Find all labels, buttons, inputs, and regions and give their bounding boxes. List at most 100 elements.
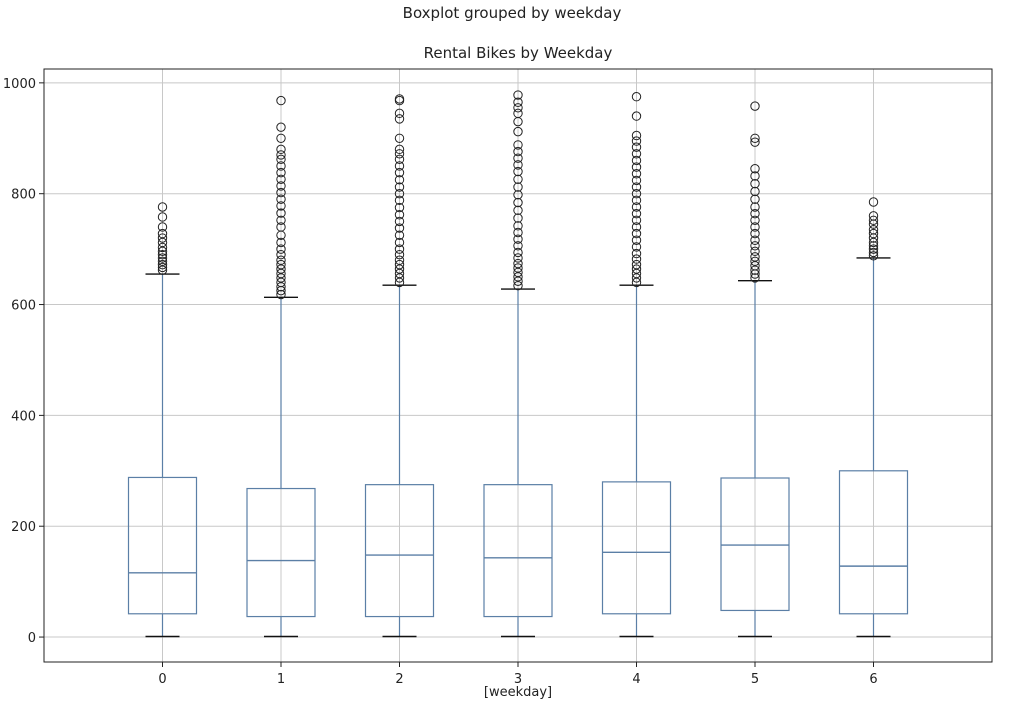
y-tick-label: 1000	[3, 77, 36, 92]
iqr-box	[838, 470, 909, 615]
outlier-point	[276, 194, 286, 204]
outlier-point	[276, 154, 286, 165]
outlier-point	[513, 166, 523, 177]
x-tick-label: 6	[869, 672, 877, 687]
outlier-point	[631, 242, 642, 252]
outlier-point	[276, 259, 286, 270]
outlier-point	[394, 167, 405, 178]
outlier-point	[631, 222, 642, 232]
outlier-point	[750, 171, 760, 181]
outlier-point	[394, 144, 405, 155]
outlier-point	[513, 253, 523, 263]
outlier-point	[868, 215, 879, 225]
outlier-point	[157, 202, 168, 212]
iqr-box	[246, 487, 316, 618]
outlier-point	[631, 188, 642, 199]
outlier-point	[157, 262, 168, 273]
outlier-point	[513, 108, 523, 119]
outlier-point	[631, 235, 642, 245]
outlier-point	[276, 201, 286, 211]
outlier-point	[513, 263, 523, 273]
outlier-point	[750, 256, 760, 267]
outlier-point	[868, 211, 879, 221]
x-tick-label: 2	[395, 672, 403, 687]
chart-title: Rental Bikes by Weekday	[423, 44, 613, 62]
outlier-point	[631, 202, 642, 212]
outlier-point	[750, 202, 760, 212]
outlier-point	[631, 208, 642, 219]
outlier-point	[276, 255, 286, 265]
x-tick-label: 3	[514, 672, 522, 687]
outlier-point	[513, 190, 523, 200]
outlier-point	[631, 111, 642, 121]
outlier-point	[157, 242, 168, 253]
outlier-point	[868, 197, 879, 207]
outlier-point	[276, 150, 286, 160]
iqr-box	[720, 477, 790, 612]
outlier-point	[394, 202, 405, 213]
outlier-point	[631, 195, 642, 206]
outlier-point	[276, 215, 286, 225]
outlier-point	[276, 222, 286, 232]
outlier-point	[394, 94, 405, 104]
outlier-point	[157, 212, 168, 222]
x-tick-label: 0	[158, 672, 166, 687]
y-tick-label: 800	[11, 188, 36, 203]
outlier-point	[394, 223, 405, 233]
y-tick-label: 0	[28, 631, 36, 646]
outlier-point	[750, 137, 760, 147]
outlier-point	[394, 259, 405, 270]
outlier-point	[631, 162, 642, 172]
outlier-point	[750, 208, 760, 219]
iqr-box	[127, 476, 198, 615]
outlier-point	[276, 237, 286, 248]
x-tick-label: 5	[751, 672, 759, 687]
outlier-point	[394, 108, 405, 119]
outlier-point	[394, 114, 405, 124]
outlier-point	[750, 228, 760, 239]
outlier-point	[276, 249, 286, 260]
outlier-point	[513, 258, 523, 269]
outlier-point	[631, 264, 642, 274]
outlier-point	[868, 244, 879, 254]
outlier-point	[631, 169, 642, 179]
outlier-point	[394, 255, 405, 265]
outlier-point	[394, 216, 405, 227]
iqr-box	[364, 484, 435, 618]
outlier-point	[631, 259, 642, 270]
outlier-point	[513, 146, 523, 157]
outlier-point	[631, 254, 642, 264]
x-axis-label: [weekday]	[483, 685, 553, 700]
outlier-point	[750, 273, 760, 283]
outlier-point	[157, 253, 168, 263]
y-tick-label: 600	[11, 299, 36, 314]
outlier-point	[276, 122, 286, 132]
outlier-point	[394, 154, 405, 165]
outlier-point	[868, 241, 879, 251]
outlier-point	[157, 256, 168, 267]
outlier-point	[513, 140, 523, 150]
outlier-point	[750, 194, 760, 204]
outlier-point	[394, 133, 405, 143]
outlier-point	[631, 130, 642, 141]
outlier-point	[276, 133, 286, 143]
outlier-point	[276, 181, 286, 191]
outlier-point	[513, 205, 523, 216]
outlier-point	[157, 249, 168, 260]
outlier-point	[750, 133, 760, 143]
outlier-point	[394, 195, 405, 206]
outlier-point	[513, 103, 523, 113]
outlier-point	[276, 208, 286, 218]
outlier-point	[276, 167, 286, 178]
outlier-point	[631, 215, 642, 225]
outlier-point	[513, 213, 523, 223]
y-tick-label: 200	[11, 520, 36, 535]
outlier-point	[276, 161, 286, 171]
outlier-point	[750, 164, 760, 174]
outlier-point	[750, 241, 760, 251]
outlier-point	[513, 241, 523, 251]
outlier-point	[513, 90, 523, 100]
iqr-box	[601, 481, 672, 615]
